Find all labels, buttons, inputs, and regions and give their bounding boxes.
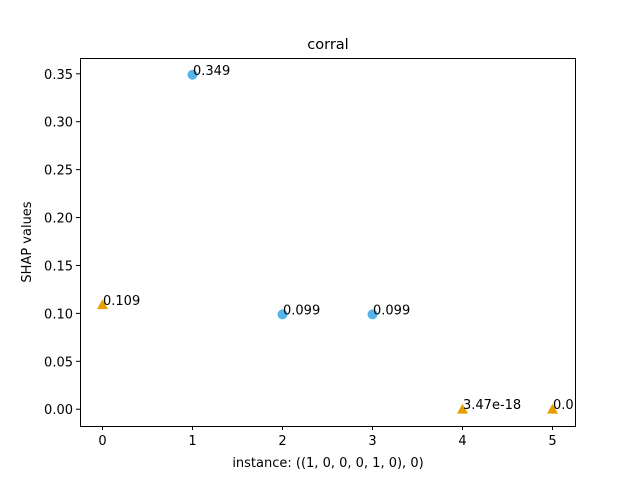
plot-marks: 0.349 0.099 0.099 0.109 3.47e-18 0.0 (97, 64, 574, 414)
data-point (457, 403, 468, 414)
x-tick-label: 4 (458, 434, 466, 449)
data-point (547, 403, 558, 414)
chart-title: corral (307, 37, 348, 53)
y-tick-label: 0.05 (44, 355, 73, 370)
y-tick-label: 0.15 (44, 259, 73, 274)
x-tick-label: 3 (368, 434, 376, 449)
data-point (367, 309, 378, 320)
y-tick-label: 0.00 (44, 403, 73, 418)
x-axis-label: instance: ((1, 0, 0, 0, 1, 0), 0) (232, 456, 423, 471)
x-tick-label: 5 (548, 434, 556, 449)
x-axis: 0 1 2 3 4 5 (98, 426, 557, 449)
data-label: 0.109 (103, 294, 140, 309)
data-point (97, 299, 108, 310)
y-tick-label: 0.20 (44, 212, 73, 227)
data-label: 0.349 (193, 64, 230, 79)
y-tick-label: 0.30 (44, 116, 73, 131)
y-tick-label: 0.25 (44, 164, 73, 179)
y-tick-label: 0.35 (44, 68, 73, 83)
y-axis-label: SHAP values (20, 201, 35, 282)
data-label: 0.099 (373, 303, 410, 318)
data-label: 0.099 (283, 303, 320, 318)
x-tick-label: 2 (278, 434, 286, 449)
data-point (277, 309, 288, 320)
data-label: 0.0 (553, 398, 574, 413)
y-tick-label: 0.10 (44, 307, 73, 322)
data-point (187, 69, 198, 80)
x-tick-label: 0 (98, 434, 106, 449)
plot-frame (80, 58, 576, 427)
x-tick-label: 1 (188, 434, 196, 449)
data-label: 3.47e-18 (463, 398, 521, 413)
y-axis: 0.00 0.05 0.10 0.15 0.20 0.25 0.30 0.35 (44, 68, 80, 418)
